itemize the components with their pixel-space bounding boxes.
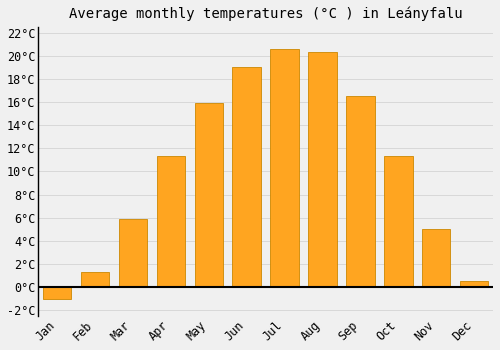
Bar <box>384 156 412 287</box>
Bar <box>346 96 374 287</box>
Bar <box>119 219 147 287</box>
Bar <box>270 49 299 287</box>
Bar <box>308 52 336 287</box>
Bar <box>460 281 488 287</box>
Bar <box>81 272 110 287</box>
Bar <box>232 67 261 287</box>
Bar <box>43 287 72 299</box>
Bar <box>422 229 450 287</box>
Title: Average monthly temperatures (°C ) in Leányfalu: Average monthly temperatures (°C ) in Le… <box>69 7 462 21</box>
Bar <box>194 103 223 287</box>
Bar <box>156 156 185 287</box>
